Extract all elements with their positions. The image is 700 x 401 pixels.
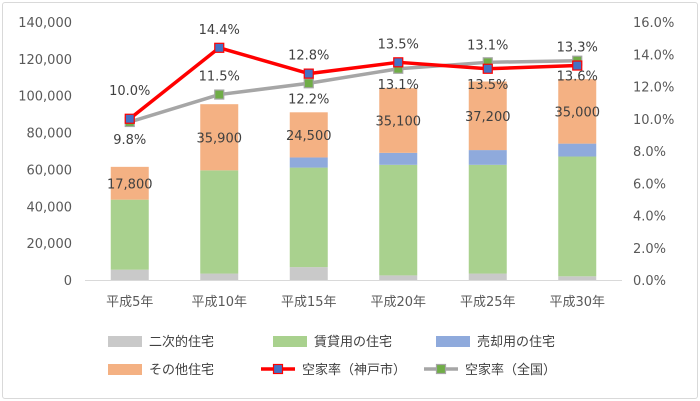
left-axis-tick-label: 20,000 [27,237,73,252]
national-vacancy-marker [214,89,225,100]
legend-swatch-marker [272,363,284,375]
bar-segment [468,164,507,274]
bar-segment [379,152,418,165]
legend-label: 売却用の住宅 [477,334,555,350]
bar-segment [379,164,418,276]
right-axis-tick-label: 2.0% [633,242,666,257]
bar-segment [558,79,597,144]
left-axis-tick-label: 0 [64,274,72,289]
kobe-vacancy-marker [482,63,493,74]
kobe-vacancy-marker [214,42,225,53]
bar-segment [468,150,507,165]
national-vacancy-data-label: 13.5% [467,78,508,93]
national-vacancy-data-label: 13.6% [557,70,598,85]
kobe-vacancy-data-label: 12.8% [288,49,329,64]
bar-segment [558,143,597,157]
left-axis-tick-label: 60,000 [27,163,73,178]
bar-segment [110,269,149,280]
bar-segment [289,167,328,268]
right-axis-tick-label: 4.0% [633,210,666,225]
left-axis-tick-label: 100,000 [18,90,72,105]
bar-segment [379,275,418,280]
right-axis-tick-label: 16.0% [633,16,674,31]
right-axis-tick-label: 0.0% [633,274,666,289]
kobe-vacancy-line [128,46,578,121]
legend-swatch [436,336,470,347]
bar-segment [468,273,507,280]
kobe-vacancy-data-label: 10.0% [109,84,150,99]
legend-label: その他住宅 [149,363,214,378]
bar-segment [558,156,597,277]
legend-label: 空家率（全国） [465,362,556,378]
legend-label: 賃貸用の住宅 [314,334,392,350]
bar-data-label: 35,000 [555,105,601,120]
x-axis-tick-label: 平成25年 [460,295,516,310]
bar-segment [289,112,328,158]
right-axis-tick-label: 10.0% [633,113,674,128]
right-axis-tick-label: 14.0% [633,48,674,63]
kobe-vacancy-data-label: 13.3% [557,41,598,56]
legend-swatch [108,364,142,375]
bar-segment [558,276,597,280]
kobe-vacancy-marker [393,57,404,68]
legend-swatch [273,336,307,347]
legend-swatch [108,336,142,347]
right-axis-tick-label: 8.0% [633,145,666,160]
kobe-vacancy-data-label: 13.5% [378,37,419,52]
kobe-vacancy-marker [572,60,583,71]
bar-segment [200,170,239,274]
bar-segment [110,199,149,270]
x-axis-tick-label: 平成5年 [106,295,153,310]
bar-segment [200,104,239,171]
kobe-vacancy-data-label: 14.4% [199,23,240,38]
x-axis-tick-label: 平成20年 [370,295,426,310]
x-axis-tick-label: 平成15年 [281,295,337,310]
x-axis-tick-label: 平成30年 [549,295,605,310]
bar-segment [200,273,239,280]
national-vacancy-data-label: 11.5% [199,70,240,85]
bar-segment [379,88,418,153]
kobe-vacancy-data-label: 13.1% [467,38,508,53]
national-vacancy-marker [303,78,314,89]
right-axis-tick-label: 12.0% [633,81,674,96]
national-vacancy-data-label: 13.1% [378,78,419,93]
bar-data-label: 35,100 [376,115,422,130]
x-axis-tick-label: 平成10年 [191,295,247,310]
legend-label: 空家率（神戸市） [302,362,406,378]
kobe-vacancy-marker [124,113,135,124]
legend-label: 二次的住宅 [149,334,214,350]
bar-data-label: 37,200 [465,110,511,125]
national-vacancy-line [129,58,578,124]
legend-swatch-marker [435,363,447,375]
bar-segment [289,267,328,280]
left-axis-tick-label: 80,000 [27,127,73,142]
bar-segment [110,166,149,200]
national-vacancy-data-label: 9.8% [113,133,146,148]
left-axis-tick-label: 140,000 [18,16,72,31]
bar-data-label: 24,500 [286,129,332,144]
right-axis-tick-label: 6.0% [633,177,666,192]
left-axis-tick-label: 40,000 [27,200,73,215]
national-vacancy-data-label: 12.2% [288,92,329,107]
bar-segment [289,157,328,168]
bar-segment [468,81,507,151]
bar-data-label: 35,900 [197,131,243,146]
bar-data-label: 17,800 [107,177,153,192]
kobe-vacancy-marker [303,68,314,79]
left-axis-tick-label: 120,000 [18,53,72,68]
